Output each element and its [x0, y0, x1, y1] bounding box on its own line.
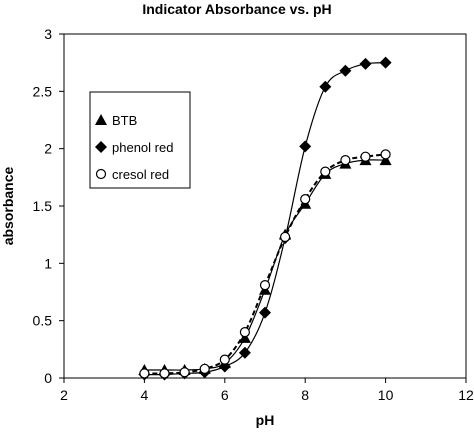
data-point-cresol-red	[340, 155, 351, 166]
legend-markers	[95, 114, 107, 180]
chart-title: Indicator Absorbance vs. pH	[142, 1, 331, 17]
y-tick-label: 1.5	[33, 198, 53, 214]
legend-marker-btb	[95, 114, 107, 125]
data-point-cresol-red	[139, 368, 150, 379]
data-point-phenol-red	[319, 80, 332, 93]
series-markers	[138, 56, 392, 381]
legend-label-btb: BTB	[112, 113, 137, 128]
x-tick-label: 2	[60, 387, 68, 403]
y-axis-label: absorbance	[0, 166, 16, 245]
x-axis-label: pH	[256, 412, 275, 428]
legend-marker-phenol-red	[95, 141, 107, 153]
data-point-cresol-red	[259, 280, 271, 291]
x-tick-label: 6	[221, 387, 229, 403]
y-tick-label: 1	[44, 255, 52, 271]
data-point-cresol-red	[239, 327, 250, 338]
legend-label-phenol-red: phenol red	[112, 140, 173, 155]
data-point-btb	[379, 154, 392, 166]
y-tick-label: 3	[44, 26, 52, 42]
y-tick-label: 0.5	[33, 313, 53, 329]
y-tick-label: 0	[44, 370, 52, 386]
data-point-cresol-red	[320, 166, 331, 177]
data-point-cresol-red	[219, 354, 230, 365]
y-tick-label: 2.5	[33, 83, 53, 99]
data-point-cresol-red	[199, 363, 210, 374]
x-tick-label: 4	[141, 387, 149, 403]
data-point-phenol-red	[299, 140, 312, 153]
data-point-phenol-red	[359, 57, 372, 70]
data-point-cresol-red	[360, 151, 371, 162]
data-point-phenol-red	[339, 64, 352, 77]
data-point-phenol-red	[379, 56, 392, 69]
data-point-cresol-red	[380, 149, 391, 160]
data-point-cresol-red	[179, 367, 190, 378]
plot-area	[63, 33, 467, 379]
data-point-cresol-red	[300, 194, 311, 205]
data-point-cresol-red	[159, 368, 170, 379]
data-point-btb	[238, 331, 251, 343]
legend-box	[89, 91, 191, 189]
x-tick-label: 10	[378, 387, 394, 403]
legend-marker-cresol-red	[95, 168, 107, 180]
axis-ticks: 2 4 6 8 10 12 0 0.5 1 1.5 2 2.5 3	[33, 26, 474, 403]
data-point-phenol-red	[238, 346, 251, 359]
x-tick-label: 8	[301, 387, 309, 403]
y-tick-label: 2	[44, 141, 52, 157]
legend: BTB phenol red cresol red	[89, 91, 191, 189]
data-point-cresol-red	[280, 231, 291, 243]
legend-label-cresol-red: cresol red	[112, 167, 169, 182]
x-tick-label: 12	[458, 387, 474, 403]
data-point-phenol-red	[259, 306, 271, 319]
